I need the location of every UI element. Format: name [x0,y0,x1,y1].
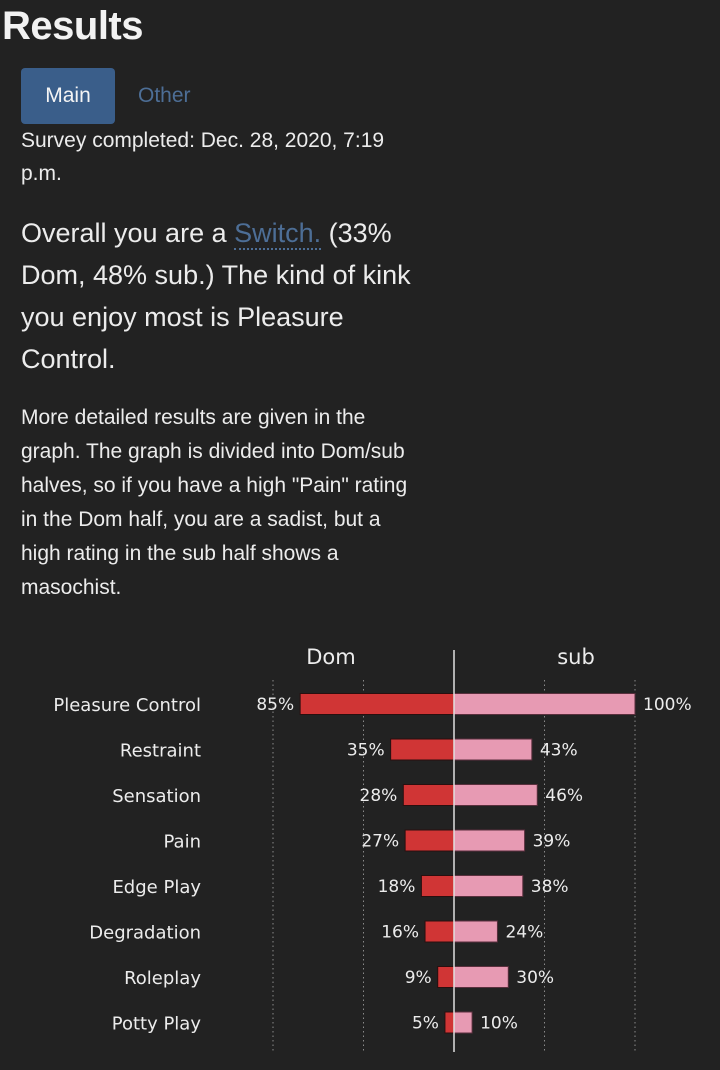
sub-bar [453,829,526,852]
dom-value-label: 28% [360,786,398,806]
dom-bar [404,829,455,852]
dom-bar [390,738,455,761]
dom-value-label: 27% [361,832,399,852]
chart-labels: Pleasure Control 85% 100% Restraint 35% 43% Se… [53,695,691,1035]
dom-value-label: 35% [347,741,385,761]
dom-value-label: 85% [256,695,294,715]
chart-bars [299,693,636,1034]
sub-value-label: 38% [531,877,569,897]
dom-value-label: 16% [381,923,419,943]
category-label: Roleplay [124,968,201,989]
sub-value-label: 39% [533,832,571,852]
page-title: Results [2,4,144,48]
sub-value-label: 24% [505,923,543,943]
survey-completed-date: Survey completed: Dec. 28, 2020, 7:19 p.… [21,129,385,185]
summary-suffix: (33% Dom, 48% sub.) The kind of kink you… [21,218,411,374]
dom-bar [402,784,455,806]
category-label: Pain [164,832,202,853]
results-chart: Pleasure Control 85% 100% Restraint 35% 43% Se… [53,645,692,1052]
summary-text: Overall you are a Switch. (33% Dom, 48% … [21,212,421,380]
sub-value-label: 100% [643,695,692,715]
sub-bar [453,738,533,761]
sub-bar [453,966,509,988]
sub-value-label: 46% [545,786,583,806]
category-label: Edge Play [112,877,201,898]
details-text: More detailed results are given in the g… [21,406,408,599]
dom-bar [444,1011,455,1034]
sub-bar [453,920,498,943]
dom-bar [424,920,455,943]
tab-other[interactable]: Other [138,84,191,107]
dom-value-label: 18% [378,877,416,897]
sub-bar [453,784,538,806]
legend-sub: sub [557,645,595,669]
category-label: Degradation [89,923,201,944]
sub-value-label: 10% [480,1014,518,1034]
sub-value-label: 43% [540,741,578,761]
dom-bar [420,875,455,897]
category-label: Pleasure Control [53,695,201,716]
category-label: Restraint [120,741,201,762]
switch-link[interactable]: Switch. [234,218,322,250]
summary-prefix: Overall you are a [21,218,235,248]
dom-bar [299,693,455,715]
dom-value-label: 9% [405,968,432,988]
legend-dom: Dom [306,645,355,669]
tab-main[interactable]: Main [21,68,115,124]
chart-grid [272,680,636,1052]
category-label: Sensation [112,786,201,807]
dom-bar [437,966,455,988]
category-label: Potty Play [112,1014,202,1035]
sub-bar [453,1011,473,1034]
sub-bar [453,693,636,715]
sub-bar [453,875,524,897]
dom-value-label: 5% [412,1014,439,1034]
sub-value-label: 30% [516,968,554,988]
